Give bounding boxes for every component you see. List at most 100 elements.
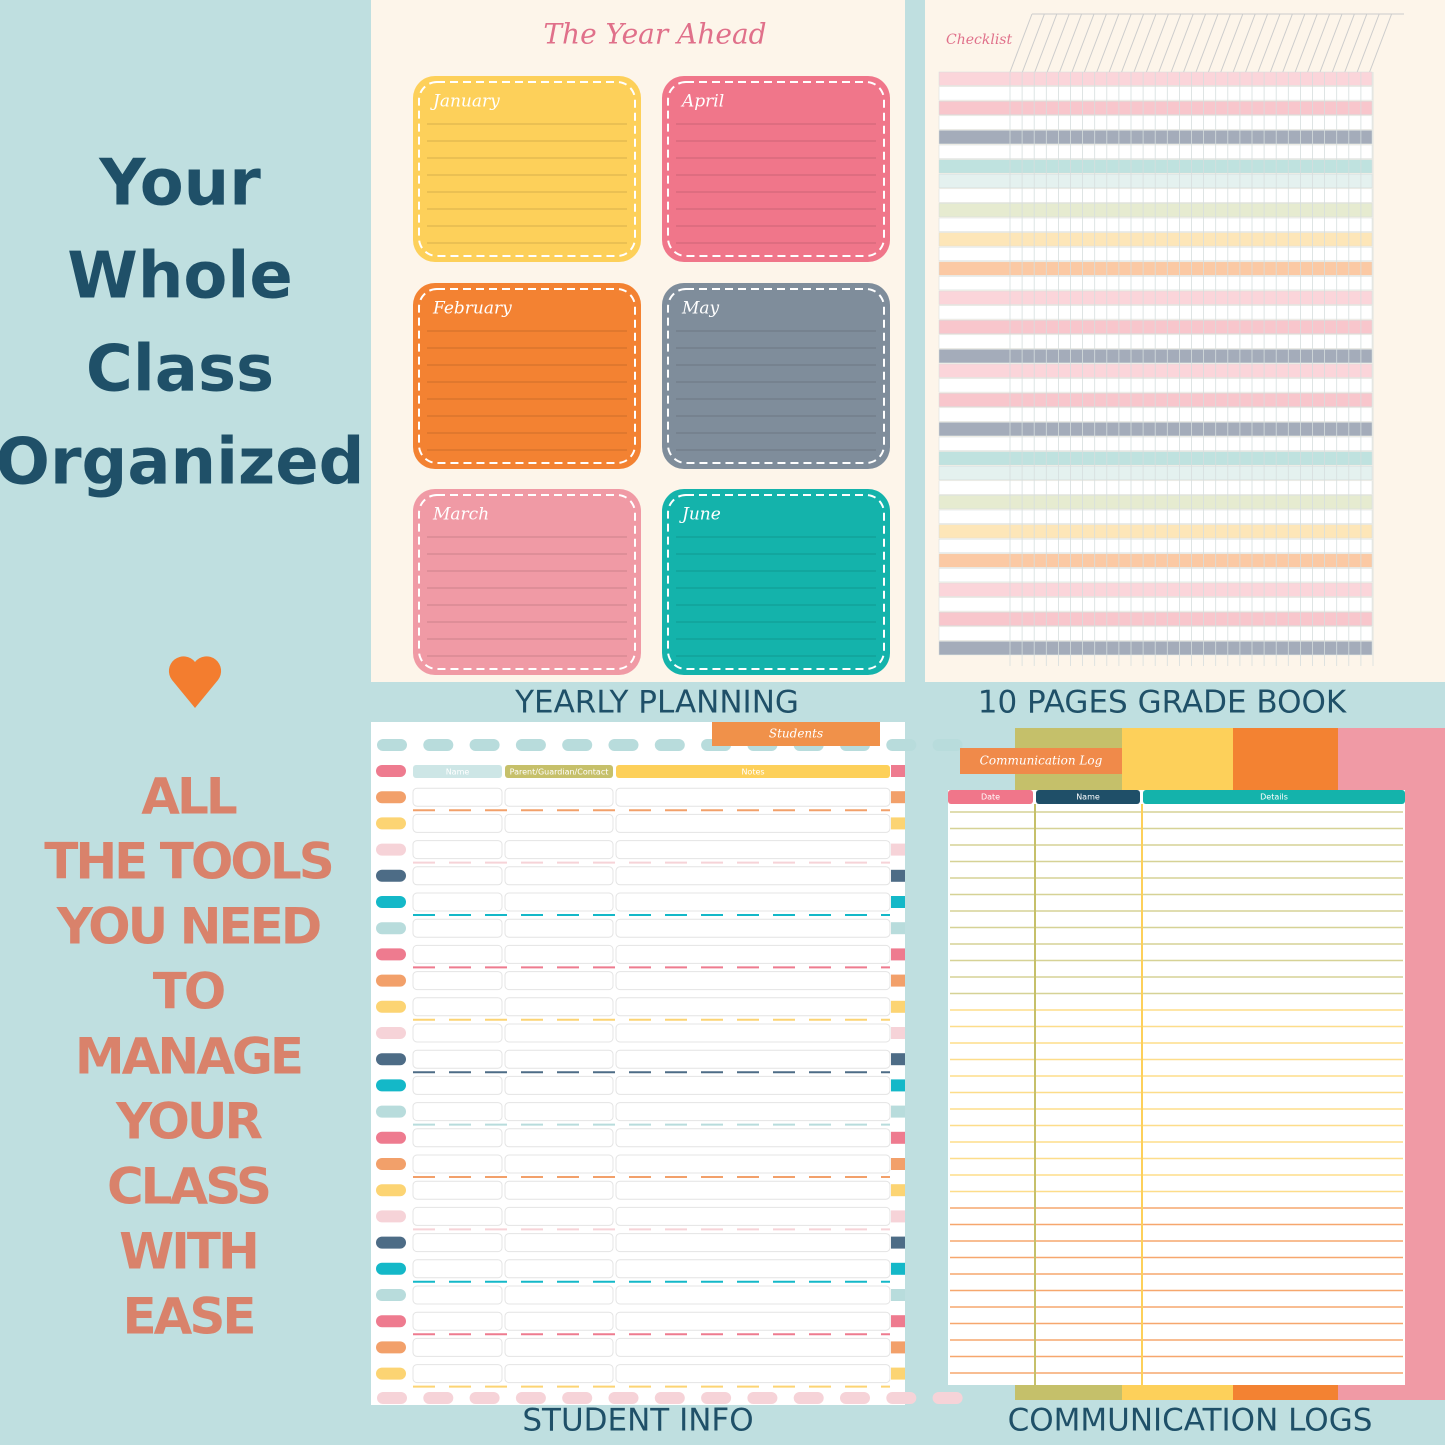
row-pill [376, 1236, 406, 1249]
row-pill-right [891, 1315, 905, 1328]
row-pill-right [891, 1079, 905, 1092]
row-cell [504, 1311, 614, 1331]
month-stitch [418, 288, 636, 464]
row-cell [412, 1233, 503, 1253]
column-label: Name [446, 768, 470, 777]
dash-bottom [932, 1392, 963, 1404]
row-pill-right [891, 1053, 905, 1066]
row-pill [376, 1131, 406, 1144]
gradebook-title: Checklist [946, 32, 1012, 48]
row-cell [504, 1075, 614, 1095]
row-cell [412, 813, 503, 833]
row-cell [504, 1206, 614, 1226]
row-cell [504, 997, 614, 1017]
row-pill-right [891, 1184, 905, 1197]
row-pill-right [891, 1210, 905, 1223]
row-cell [412, 787, 503, 807]
column-header [505, 765, 613, 778]
month-box [662, 283, 890, 469]
header-diagonal [1121, 13, 1145, 73]
header-diagonal [1331, 13, 1355, 73]
dash-bottom [377, 1392, 407, 1404]
row-cell [615, 1285, 891, 1305]
tagline: EASE [122, 1288, 253, 1346]
row-pill [376, 1367, 406, 1380]
month-label: June [679, 505, 721, 525]
log-title: Communication Log [980, 754, 1103, 768]
row-pill-right [891, 1262, 905, 1275]
row-pill-right [891, 765, 905, 777]
row-cell [615, 866, 891, 886]
row-cell [504, 866, 614, 886]
dash-bottom [608, 1392, 639, 1404]
row-cell [412, 1075, 503, 1095]
row-pill [376, 843, 406, 856]
row-cell [615, 1049, 891, 1069]
row-pill-right [891, 1000, 905, 1013]
dash-top [377, 739, 407, 751]
header-diagonal [1108, 13, 1132, 73]
row-cell [504, 1364, 614, 1384]
row-pill-right [891, 817, 905, 830]
row-cell [615, 1154, 891, 1174]
row-cell [615, 1180, 891, 1200]
row-cell [615, 1311, 891, 1331]
row-pill-right [891, 1236, 905, 1249]
row-cell [615, 1128, 891, 1148]
row-cell [412, 1102, 503, 1122]
row-pill [376, 1315, 406, 1328]
row-pill [376, 1027, 406, 1039]
month-label: May [681, 299, 720, 319]
tagline: YOUR [115, 1093, 263, 1151]
header-diagonal [1294, 13, 1318, 73]
header-diagonal [1158, 13, 1182, 73]
row-cell [615, 997, 891, 1017]
row-cell [504, 944, 614, 964]
row-cell [504, 840, 614, 860]
dash-bottom [840, 1392, 870, 1404]
planner-title: The Year Ahead [543, 18, 766, 51]
log-tab [960, 748, 1122, 774]
tagline: WITH [119, 1223, 257, 1281]
header-diagonal [1369, 13, 1393, 73]
row-cell [504, 971, 614, 991]
row-pill [376, 1289, 406, 1301]
row-cell [504, 918, 614, 938]
row-cell [412, 1364, 503, 1384]
header-diagonal [1133, 13, 1157, 73]
tagline: CLASS [107, 1158, 269, 1216]
month-stitch [667, 81, 885, 257]
row-cell [615, 1337, 891, 1357]
tagline: TO [153, 963, 224, 1021]
month-box [662, 76, 890, 262]
dash-top [932, 739, 963, 751]
column-header [1036, 790, 1140, 804]
month-stitch [418, 494, 636, 670]
row-cell [412, 1285, 503, 1305]
row-pill-right [891, 1131, 905, 1144]
row-cell [504, 1128, 614, 1148]
row-pill [376, 922, 406, 935]
row-pill-right [891, 896, 905, 908]
header-diagonal [1009, 13, 1033, 73]
students-title: Students [769, 727, 823, 741]
column-header [616, 765, 890, 778]
month-stitch [418, 81, 636, 257]
header-diagonal [1207, 13, 1231, 73]
row-pill [376, 1000, 406, 1013]
row-cell [412, 1259, 503, 1279]
row-cell [412, 1180, 503, 1200]
row-pill [376, 817, 406, 830]
header-diagonal [1232, 13, 1256, 73]
column-label: Notes [741, 768, 764, 777]
row-pill [376, 896, 406, 908]
row-cell [412, 892, 503, 912]
row-cell [412, 971, 503, 991]
header-diagonal [1257, 13, 1281, 73]
column-label: Name [1076, 793, 1100, 802]
row-pill-right [891, 1289, 905, 1301]
row-cell [504, 1233, 614, 1253]
month-box [413, 283, 641, 469]
column-label: Date [981, 793, 1000, 802]
